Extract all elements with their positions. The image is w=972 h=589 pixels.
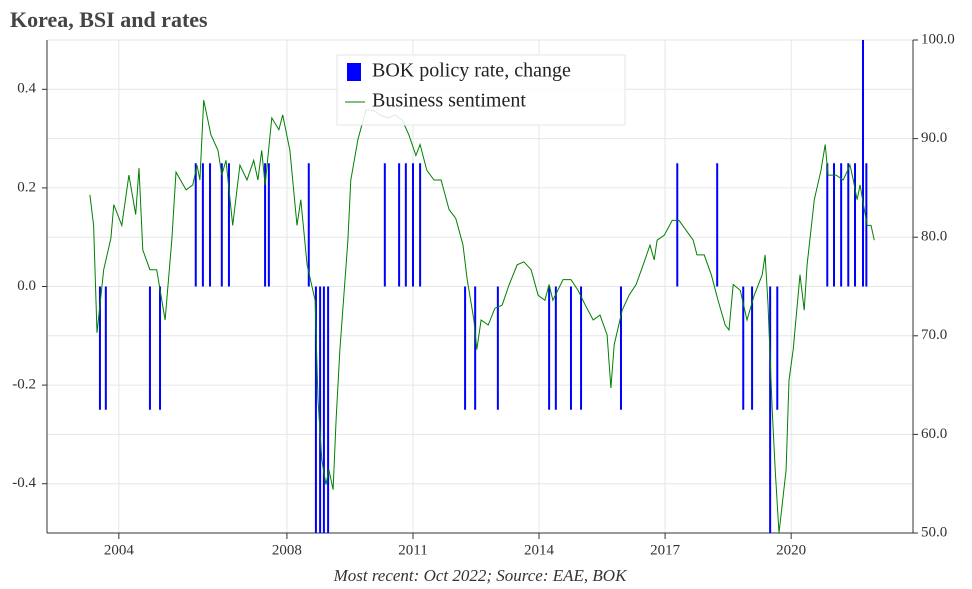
bar (220, 163, 223, 287)
bar (861, 40, 864, 287)
y-tick-label: 0.2 (17, 179, 36, 195)
bar (322, 286, 325, 533)
bar (840, 163, 843, 287)
bar (148, 286, 151, 410)
bar (319, 286, 322, 533)
bar (419, 163, 422, 287)
bar (307, 163, 310, 287)
y-tick-label: -0.2 (12, 377, 36, 393)
bar (209, 163, 212, 287)
bar (327, 286, 330, 533)
legend-label: Business sentiment (372, 90, 526, 112)
bar (742, 286, 745, 410)
line (89, 99, 875, 534)
y2-tick-label: 90.0 (921, 130, 947, 146)
bar (548, 286, 551, 410)
bar (267, 163, 270, 287)
bar (833, 163, 836, 287)
bar (474, 286, 477, 410)
bar (676, 163, 679, 287)
bar (569, 286, 572, 410)
chart-title: Korea, BSI and rates (10, 7, 208, 32)
x-tick-label: 2011 (398, 542, 427, 558)
bar (496, 286, 499, 410)
bar (411, 163, 414, 287)
bar (201, 163, 204, 287)
bar (865, 163, 868, 287)
x-tick-label: 2017 (650, 542, 681, 558)
bar (404, 163, 407, 287)
y2-tick-label: 70.0 (921, 327, 947, 343)
y2-tick-label: 60.0 (921, 426, 947, 442)
legend-label: BOK policy rate, change (372, 60, 571, 82)
footnote: Most recent: Oct 2022; Source: EAE, BOK (333, 566, 629, 585)
bar (264, 163, 267, 287)
y2-tick-label: 50.0 (921, 524, 947, 540)
bar (104, 286, 107, 410)
bar (398, 163, 401, 287)
y-tick-label: 0.0 (17, 278, 36, 294)
x-tick-label: 2004 (104, 542, 135, 558)
y-tick-label: -0.4 (12, 475, 36, 491)
y2-tick-label: 100.0 (921, 31, 955, 47)
bar (854, 163, 857, 287)
bar (194, 163, 197, 287)
y-tick-label: 0.4 (17, 81, 36, 97)
legend-box (336, 54, 626, 126)
bar (314, 286, 317, 533)
bar (751, 286, 754, 410)
bar (580, 286, 583, 410)
x-tick-label: 2020 (776, 542, 806, 558)
x-tick-label: 2008 (272, 542, 302, 558)
bar (464, 286, 467, 410)
bar (383, 163, 386, 287)
bar (227, 163, 230, 287)
bar (769, 286, 772, 533)
bar (847, 163, 850, 287)
bar (826, 163, 829, 287)
bar (98, 286, 101, 410)
bar (554, 286, 557, 410)
bar (776, 286, 779, 410)
y2-tick-label: 80.0 (921, 229, 947, 245)
legend-swatch (347, 63, 361, 81)
legend: BOK policy rate, change Business sentimen… (336, 54, 626, 126)
bar (716, 163, 719, 287)
bar (159, 286, 162, 410)
bar (619, 286, 622, 410)
x-tick-label: 2014 (524, 542, 555, 558)
